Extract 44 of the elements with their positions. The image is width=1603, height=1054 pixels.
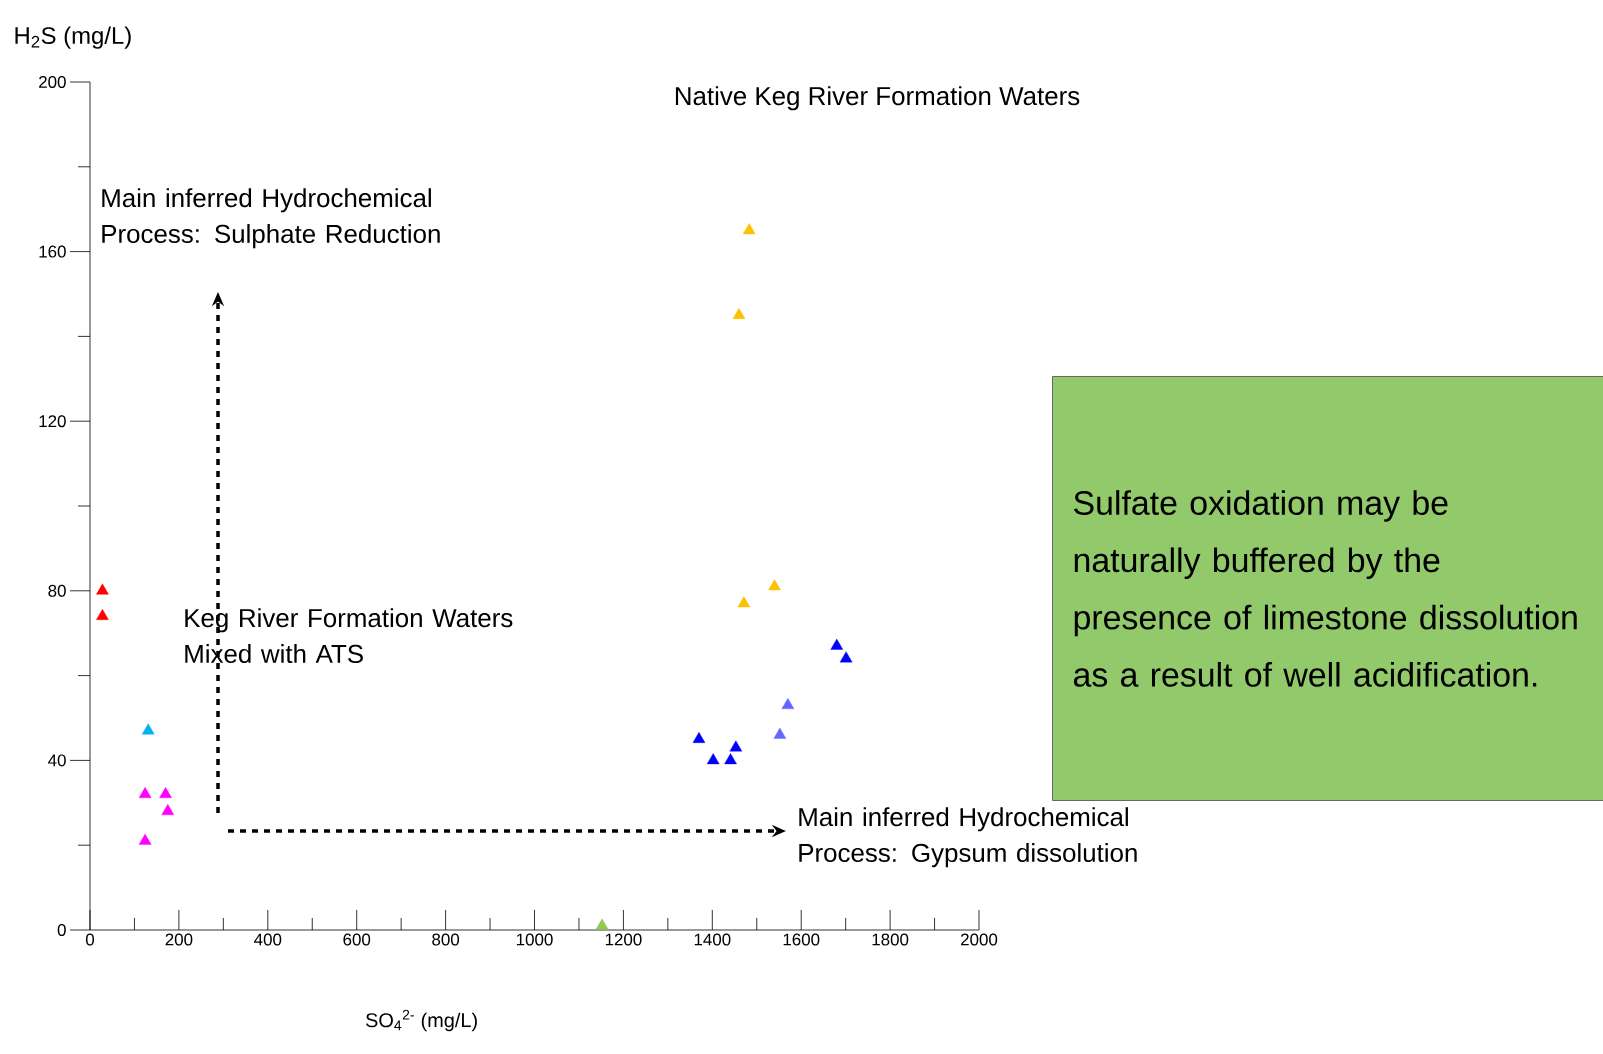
x-tick-label: 1800 xyxy=(872,933,909,946)
point xyxy=(742,223,756,235)
point xyxy=(768,579,781,591)
y-tick-label: 120 xyxy=(39,415,66,428)
point xyxy=(724,753,737,765)
point xyxy=(96,583,109,595)
point xyxy=(96,609,109,620)
point xyxy=(781,698,795,709)
x-tick-label: 1600 xyxy=(783,933,820,946)
y-tick-label: 80 xyxy=(48,584,66,597)
point xyxy=(138,833,152,845)
point xyxy=(692,732,706,743)
x-tick-label: 1400 xyxy=(694,933,731,946)
point xyxy=(729,740,743,752)
x-tick-label: 2000 xyxy=(961,933,998,946)
point xyxy=(830,638,844,650)
text: Sulfate oxidation may be naturally buffered by the presence of limestone dissolution as a result of well acidification. xyxy=(1073,490,1577,687)
point xyxy=(839,651,853,663)
annotation: Keg River Formation Waters Mixed with ATS xyxy=(185,608,513,664)
x-tick-label: 1200 xyxy=(605,933,642,946)
x-tick-label: 400 xyxy=(254,933,282,946)
annotation: Main inferred Hydrochemical Process: Sulphate Reduction xyxy=(102,188,440,249)
x-tick-label: 1000 xyxy=(516,933,553,946)
point xyxy=(138,787,152,799)
y-tick-label: 0 xyxy=(57,924,66,936)
x-tick-label: 600 xyxy=(343,933,371,946)
point xyxy=(737,596,751,608)
x-axis-title: SO$_{4}$$^{2-}$ (mg/L) xyxy=(365,1009,477,1032)
x-tick-label: 0 xyxy=(85,933,95,946)
annotation: Main inferred Hydrochemical Process: Gypsum dissolution xyxy=(799,807,1137,868)
y-tick-label: 40 xyxy=(48,754,66,767)
point xyxy=(595,918,609,930)
x-tick-label: 200 xyxy=(165,933,193,946)
point xyxy=(159,787,172,799)
annotation: Native Keg River Formation Waters xyxy=(675,86,1080,111)
point xyxy=(732,308,746,319)
y-tick-label: 160 xyxy=(39,245,66,258)
point xyxy=(161,804,175,815)
point xyxy=(706,753,720,765)
y-tick-label: 200 xyxy=(39,75,66,88)
y-axis-title: H$_{2}$S (mg/L) xyxy=(15,26,131,49)
point xyxy=(141,723,155,735)
point xyxy=(773,727,787,739)
x-tick-label: 800 xyxy=(432,933,460,946)
